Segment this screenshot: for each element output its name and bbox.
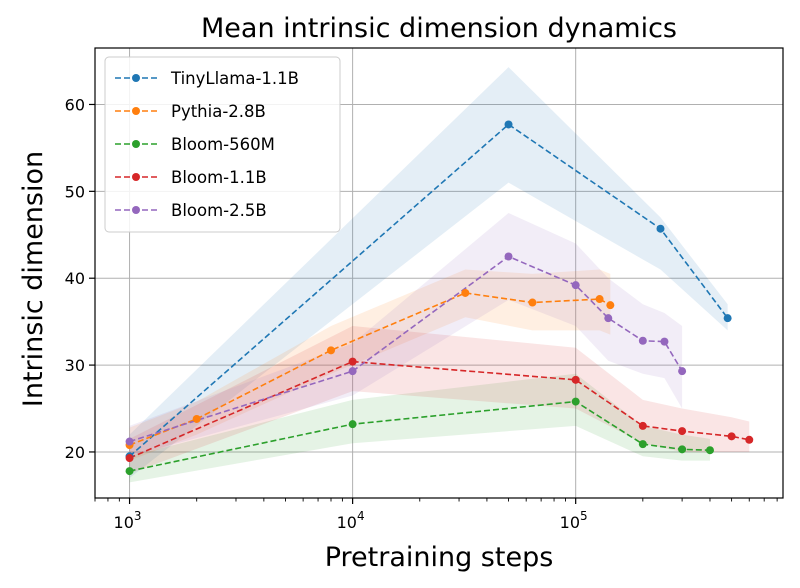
band-bloom-1-1b — [129, 325, 750, 474]
legend-marker-tinyllama-1-1b — [132, 74, 140, 82]
legend-marker-bloom-560m — [132, 140, 140, 148]
point-pythia-2-8b — [326, 346, 335, 355]
plot-frame — [94, 47, 784, 499]
y-tick-label: 60 — [65, 95, 85, 114]
x-tick-label: 103 — [114, 509, 142, 532]
point-bloom-560m — [638, 440, 647, 449]
point-bloom-560m — [678, 445, 687, 454]
y-axis-label: Intrinsic dimension — [18, 151, 49, 407]
point-pythia-2-8b — [192, 414, 201, 423]
point-bloom-2-5b — [660, 337, 669, 346]
point-bloom-2-5b — [571, 281, 580, 290]
point-tinyllama-1-1b — [656, 224, 665, 233]
point-bloom-560m — [705, 446, 714, 455]
point-pythia-2-8b — [606, 301, 615, 310]
point-bloom-1-1b — [348, 357, 357, 366]
legend-label-bloom-560m: Bloom-560M — [171, 135, 275, 154]
point-bloom-2-5b — [678, 367, 687, 376]
y-tick-label: 20 — [65, 443, 85, 462]
y-tick-label: 50 — [65, 182, 85, 201]
band-bloom-560m — [129, 373, 710, 483]
point-pythia-2-8b — [528, 298, 537, 307]
confidence-bands — [129, 67, 750, 483]
point-bloom-1-1b — [678, 427, 687, 436]
legend-marker-bloom-2-5b — [132, 206, 140, 214]
x-axis-label: Pretraining steps — [325, 542, 554, 573]
band-bloom-2-5b — [129, 213, 683, 457]
point-bloom-1-1b — [638, 421, 647, 430]
legend-label-bloom-2-5b: Bloom-2.5B — [171, 201, 267, 220]
point-pythia-2-8b — [461, 288, 470, 297]
axis-ticks: 20 30 40 50 60 103 104 105 — [65, 95, 778, 532]
point-bloom-2-5b — [638, 336, 647, 345]
legend-label-bloom-1-1b: Bloom-1.1B — [171, 168, 267, 187]
legend-box — [104, 56, 341, 233]
point-bloom-560m — [571, 397, 580, 406]
x-tick-label: 104 — [337, 509, 365, 532]
point-tinyllama-1-1b — [723, 314, 732, 323]
x-tick-label: 105 — [560, 509, 588, 532]
series-points — [125, 120, 754, 476]
point-bloom-560m — [348, 420, 357, 429]
band-pythia-2-8b — [129, 269, 611, 461]
point-bloom-2-5b — [348, 367, 357, 376]
point-tinyllama-1-1b — [504, 120, 513, 129]
legend-label-tinyllama-1-1b: TinyLlama-1.1B — [170, 69, 299, 88]
point-bloom-1-1b — [125, 454, 134, 463]
legend-marker-pythia-2-8b — [132, 107, 140, 115]
y-tick-label: 40 — [65, 269, 85, 288]
point-bloom-2-5b — [125, 437, 134, 446]
line-tinyllama-1-1b — [129, 123, 729, 457]
legend-label-pythia-2-8b: Pythia-2.8B — [171, 102, 266, 121]
legend-marker-bloom-1-1b — [132, 173, 140, 181]
band-tinyllama-1-1b — [129, 67, 728, 479]
y-tick-label: 30 — [65, 356, 85, 375]
point-bloom-1-1b — [727, 432, 736, 441]
point-pythia-2-8b — [595, 295, 604, 304]
legend: TinyLlama-1.1B Pythia-2.8B Bloom-560M Bloom… — [104, 56, 341, 233]
line-bloom-560m — [129, 400, 711, 472]
chart-title: Mean intrinsic dimension dynamics — [201, 13, 677, 44]
point-bloom-2-5b — [504, 252, 513, 261]
point-bloom-2-5b — [604, 314, 613, 323]
point-bloom-1-1b — [571, 375, 580, 384]
point-bloom-1-1b — [745, 435, 754, 444]
point-bloom-560m — [125, 467, 134, 476]
